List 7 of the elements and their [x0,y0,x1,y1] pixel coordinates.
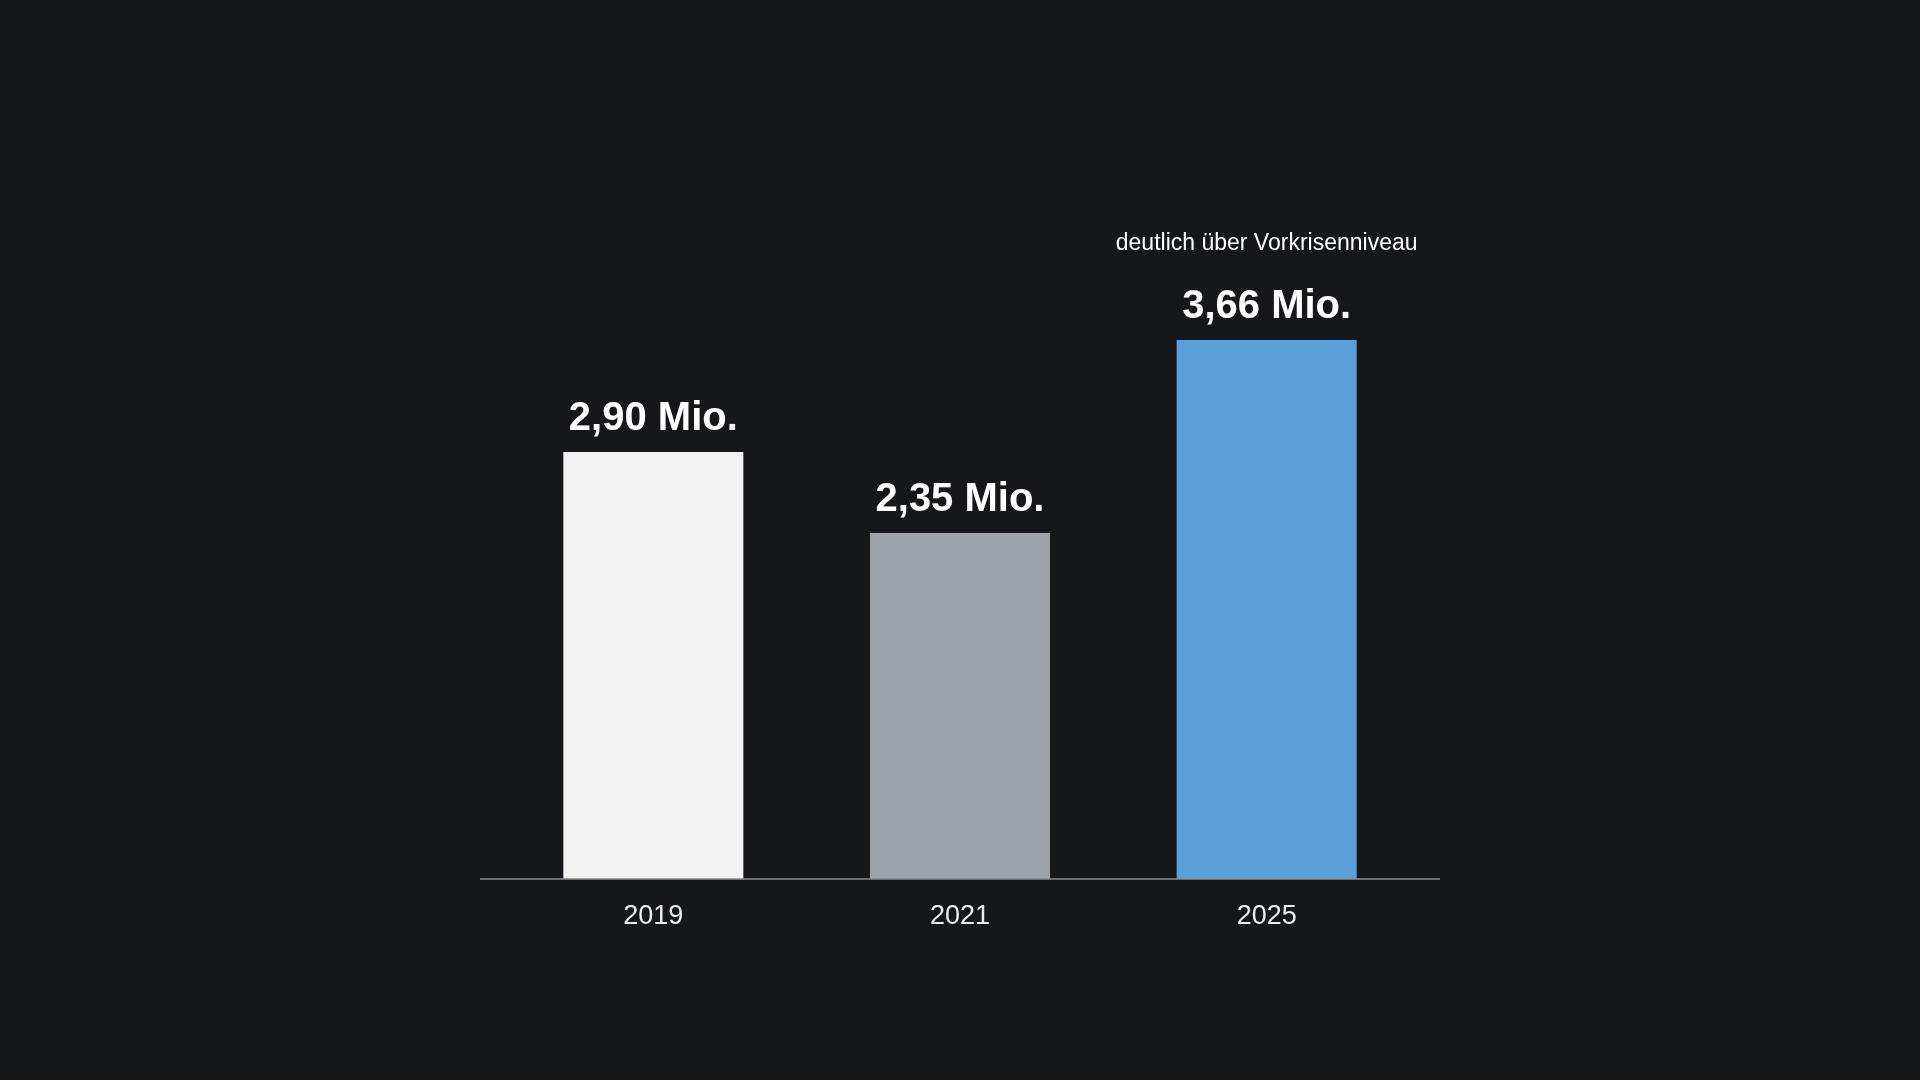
x-tick-label: 2021 [929,900,991,931]
data-label: 2,90 Mio. [568,393,738,438]
text: deutlich über Vorkrisenniveau [1115,229,1418,255]
x-tick-label: 2025 [1236,900,1297,931]
data-label: 2,35 Mio. [875,474,1045,519]
data-label: 3,66 Mio. [1182,282,1352,326]
x-tick-label: 2019 [623,900,684,931]
